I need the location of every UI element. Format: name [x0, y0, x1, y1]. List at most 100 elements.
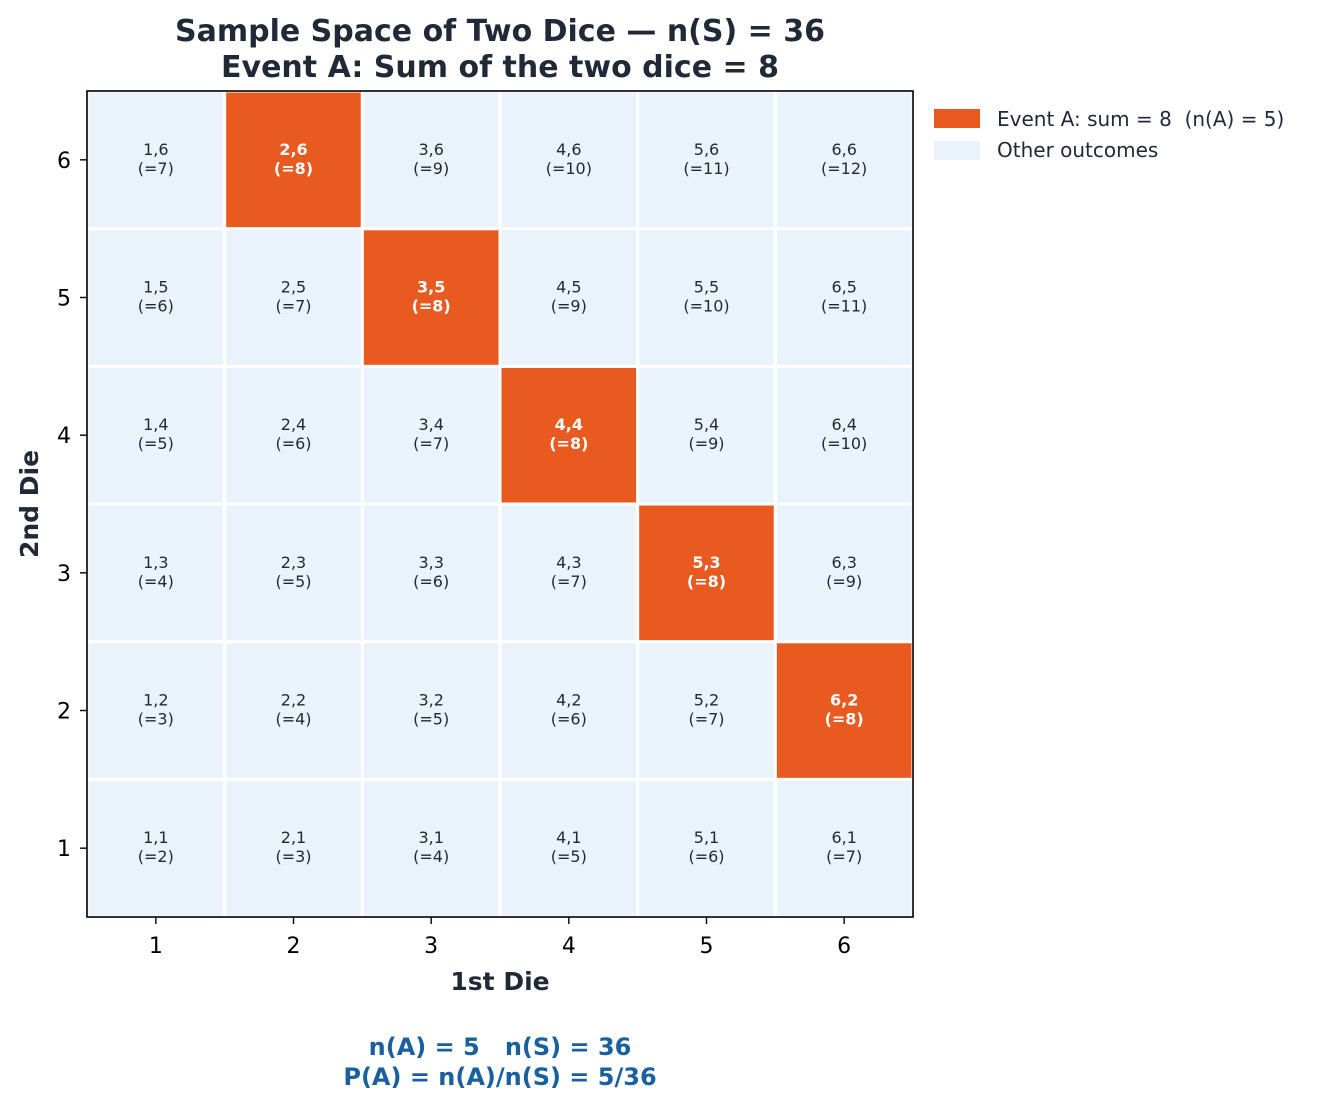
cell-sum-label: (=5): [138, 434, 174, 453]
cell-outcome-label: 4,5: [556, 278, 581, 297]
cell-outcome-label: 3,3: [418, 553, 443, 572]
outcome-cell-fill: [223, 364, 364, 506]
cell-sum-label: (=5): [551, 847, 587, 866]
summary-counts: n(A) = 5 n(S) = 36: [369, 1033, 632, 1061]
cell-outcome-label: 3,6: [418, 140, 443, 159]
outcome-cell-fill: [498, 227, 640, 368]
cell-sum-label: (=9): [688, 434, 724, 453]
cell-outcome-label: 6,2: [830, 691, 858, 710]
outcome-cell: 6,3(=9): [773, 502, 915, 644]
outcome-cell: 5,2(=7): [636, 640, 777, 781]
cell-outcome-label: 4,1: [556, 828, 581, 847]
cell-outcome-label: 6,4: [831, 415, 856, 434]
outcome-cell-fill: [85, 502, 227, 644]
cell-outcome-label: 3,2: [418, 691, 443, 710]
outcome-cell-fill: [498, 89, 640, 231]
cell-outcome-label: 6,3: [831, 553, 856, 572]
cell-outcome-label: 1,3: [143, 553, 168, 572]
cell-sum-label: (=8): [825, 710, 864, 729]
outcome-cell: 4,1(=5): [498, 777, 640, 919]
cell-sum-label: (=6): [275, 434, 311, 453]
cell-sum-label: (=4): [275, 710, 311, 729]
outcome-cell: 6,2(=8): [773, 640, 915, 781]
chart-title-line-2: Event A: Sum of the two dice = 8: [221, 50, 779, 85]
outcome-cell: 1,2(=3): [85, 640, 227, 781]
outcome-cell-fill: [498, 502, 640, 644]
cell-sum-label: (=7): [275, 297, 311, 316]
outcome-cell: 1,1(=2): [85, 777, 227, 919]
cell-outcome-label: 1,5: [143, 278, 168, 297]
cell-sum-label: (=6): [688, 847, 724, 866]
cell-sum-label: (=7): [826, 847, 862, 866]
event-cell-fill: [360, 227, 502, 368]
cell-outcome-label: 2,5: [281, 278, 306, 297]
outcome-cell-fill: [85, 364, 227, 506]
plot-frame: [86, 90, 914, 918]
cell-sum-label: (=10): [683, 297, 729, 316]
cell-outcome-label: 2,1: [281, 828, 306, 847]
legend-label-other: Other outcomes: [997, 138, 1158, 162]
cell-sum-label: (=6): [138, 297, 174, 316]
cell-sum-label: (=12): [821, 159, 867, 178]
cell-sum-label: (=3): [138, 710, 174, 729]
cell-sum-label: (=4): [138, 572, 174, 591]
cell-sum-label: (=2): [138, 847, 174, 866]
event-cell-fill: [636, 502, 777, 644]
outcome-cell: 3,5(=8): [360, 227, 502, 368]
cell-outcome-label: 2,4: [281, 415, 306, 434]
x-tick-label: 2: [287, 934, 301, 959]
outcome-cell: 5,4(=9): [636, 364, 777, 506]
outcome-cell-fill: [636, 364, 777, 506]
cell-outcome-label: 6,1: [831, 828, 856, 847]
outcome-cell: 5,1(=6): [636, 777, 777, 919]
cell-sum-label: (=7): [551, 572, 587, 591]
cell-sum-label: (=11): [683, 159, 729, 178]
cell-outcome-label: 4,6: [556, 140, 581, 159]
outcome-cell-fill: [223, 640, 364, 781]
outcome-cell-fill: [85, 640, 227, 781]
outcome-cell: 1,6(=7): [85, 89, 227, 231]
cell-sum-label: (=3): [275, 847, 311, 866]
cell-outcome-label: 5,4: [694, 415, 719, 434]
outcome-cell: 2,3(=5): [223, 502, 364, 644]
outcome-cell: 3,3(=6): [360, 502, 502, 644]
outcome-cell-fill: [85, 777, 227, 919]
cell-sum-label: (=9): [551, 297, 587, 316]
y-tick-label: 3: [57, 562, 71, 587]
legend: Event A: sum = 8 (n(A) = 5) Other outcom…: [934, 107, 1284, 162]
outcome-cell: 3,6(=9): [360, 89, 502, 231]
cell-outcome-label: 2,3: [281, 553, 306, 572]
outcome-cell-fill: [773, 89, 915, 231]
outcome-cell: 4,3(=7): [498, 502, 640, 644]
y-tick-label: 4: [57, 424, 71, 449]
cell-sum-label: (=10): [546, 159, 592, 178]
cell-outcome-label: 6,5: [831, 278, 856, 297]
cell-outcome-label: 1,4: [143, 415, 168, 434]
heatmap-cells: 1,1(=2)2,1(=3)3,1(=4)4,1(=5)5,1(=6)6,1(=…: [85, 89, 915, 919]
cell-outcome-label: 6,6: [831, 140, 856, 159]
outcome-cell: 5,5(=10): [636, 227, 777, 368]
y-tick-label: 2: [57, 700, 71, 725]
cell-outcome-label: 2,6: [279, 140, 307, 159]
cell-sum-label: (=8): [549, 434, 588, 453]
outcome-cell: 5,6(=11): [636, 89, 777, 231]
outcome-cell: 4,6(=10): [498, 89, 640, 231]
cell-sum-label: (=9): [413, 159, 449, 178]
outcome-cell: 1,4(=5): [85, 364, 227, 506]
x-tick-label: 4: [562, 934, 576, 959]
outcome-cell-fill: [223, 777, 364, 919]
legend-swatch-event: [934, 109, 980, 128]
x-tick-label: 5: [700, 934, 714, 959]
cell-sum-label: (=6): [551, 710, 587, 729]
y-axis-label: 2nd Die: [15, 450, 44, 558]
outcome-cell-fill: [636, 227, 777, 368]
outcome-cell-fill: [360, 640, 502, 781]
axis-ticks: 1 2 3 4 5 6 1 2 3 4 5 6: [57, 149, 851, 959]
outcome-cell-fill: [498, 640, 640, 781]
cell-sum-label: (=8): [687, 572, 726, 591]
outcome-cell: 1,3(=4): [85, 502, 227, 644]
x-tick-label: 3: [424, 934, 438, 959]
y-tick-label: 1: [57, 837, 71, 862]
cell-outcome-label: 3,1: [418, 828, 443, 847]
outcome-cell-fill: [85, 227, 227, 368]
